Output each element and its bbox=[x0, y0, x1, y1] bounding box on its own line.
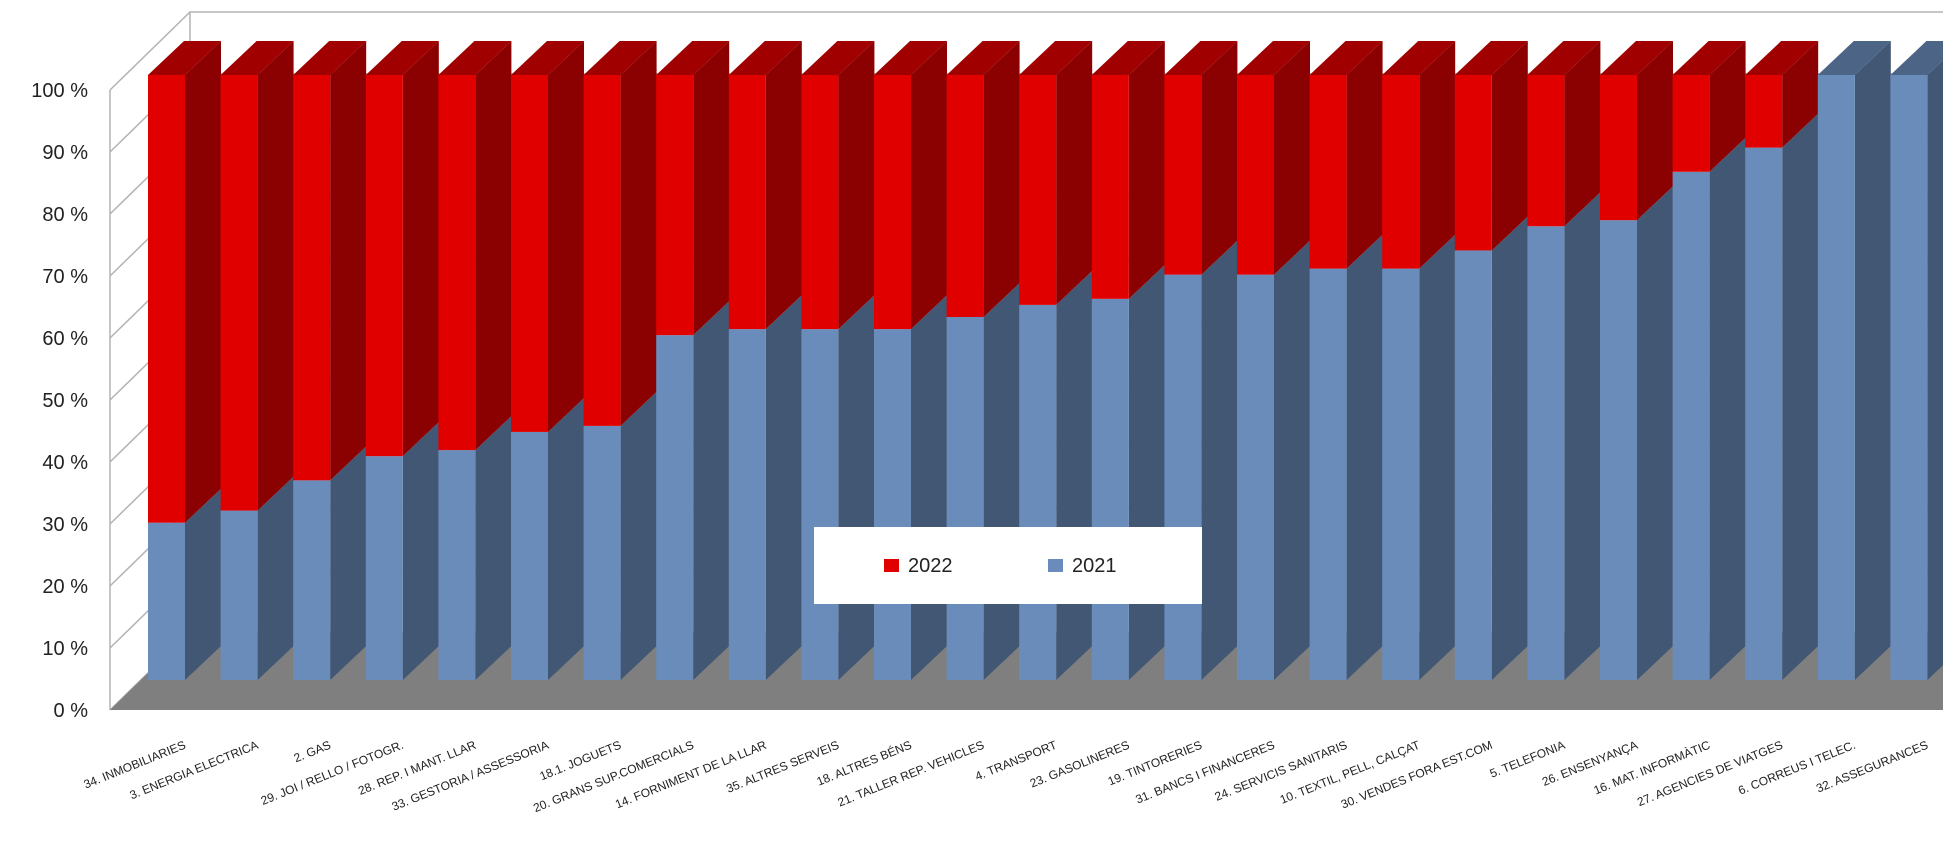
y-tick-label: 60 % bbox=[42, 328, 88, 350]
bar-top bbox=[656, 41, 730, 75]
x-tick-label: 16. MAT. INFORMÀTIC bbox=[1591, 737, 1712, 798]
bar-top bbox=[1019, 41, 1093, 75]
bar-2022 bbox=[1454, 41, 1528, 251]
legend-label-2021: 2021 bbox=[1072, 555, 1117, 577]
bar-2021 bbox=[1091, 264, 1165, 680]
y-tick-label: 30 % bbox=[42, 514, 88, 536]
bar-2021 bbox=[1817, 41, 1891, 680]
y-tick-label: 80 % bbox=[42, 204, 88, 226]
bar-top bbox=[1091, 41, 1165, 75]
bar-top bbox=[583, 41, 657, 75]
bar-top bbox=[1817, 41, 1891, 75]
y-tick-label: 70 % bbox=[42, 266, 88, 288]
bar-2021 bbox=[874, 295, 947, 680]
bar-top bbox=[293, 41, 367, 75]
bar-top bbox=[1890, 41, 1943, 75]
bar-top bbox=[1745, 41, 1819, 75]
bar-2021 bbox=[728, 295, 802, 680]
bar-2021 bbox=[801, 295, 875, 680]
legend: 2022 2021 bbox=[814, 527, 1202, 604]
bar-top bbox=[728, 41, 802, 75]
bar-2022 bbox=[1019, 41, 1093, 305]
legend-box bbox=[814, 527, 1202, 604]
y-axis-ticks: 0 % 10 % 20 % 30 % 40 % 50 % 60 % 70 % 80 % 90 % 1… bbox=[31, 80, 88, 722]
bar-2022 bbox=[1382, 41, 1456, 269]
legend-swatch-2021 bbox=[1048, 559, 1063, 572]
bar-top bbox=[511, 41, 584, 75]
bar-top bbox=[946, 41, 1020, 75]
bar-2021 bbox=[1309, 234, 1383, 680]
bar-2022 bbox=[365, 41, 439, 457]
bar-2022 bbox=[1237, 41, 1310, 275]
bar-2021 bbox=[583, 391, 657, 680]
bar-2021 bbox=[1019, 270, 1093, 680]
bar-top bbox=[220, 41, 294, 75]
bar-top bbox=[1454, 41, 1528, 75]
bar-top bbox=[874, 41, 947, 75]
bar-2021 bbox=[1890, 60, 1943, 680]
x-tick-label: 6. CORREUS I TELEC. bbox=[1736, 738, 1857, 798]
x-tick-label: 3. ENERGIA ELECTRICA bbox=[128, 738, 261, 802]
bar-top bbox=[1600, 41, 1673, 75]
bar-top bbox=[438, 41, 512, 75]
x-tick-label: 31. BANCS I FINANCERES bbox=[1133, 738, 1276, 807]
bar-top bbox=[148, 41, 221, 75]
legend-label-2022: 2022 bbox=[908, 555, 953, 577]
bar-top bbox=[1164, 41, 1238, 75]
bar-2022 bbox=[148, 41, 221, 523]
bar-2021 bbox=[656, 301, 730, 680]
bar-2021 bbox=[148, 488, 221, 680]
bar-2022 bbox=[1600, 41, 1673, 221]
x-tick-label: 2. GAS bbox=[292, 738, 333, 765]
bar-2022 bbox=[946, 41, 1020, 317]
bar-2021 bbox=[365, 422, 439, 680]
y-tick-label: 10 % bbox=[42, 638, 88, 660]
bar-2022 bbox=[1745, 41, 1819, 148]
bar-top bbox=[1309, 41, 1383, 75]
bar-2022 bbox=[728, 41, 802, 330]
bar-2022 bbox=[1527, 41, 1601, 227]
bar-2021 bbox=[1745, 113, 1819, 681]
bar-2021 bbox=[1600, 186, 1673, 680]
bar-2022 bbox=[438, 41, 512, 451]
bar-2022 bbox=[1091, 41, 1165, 299]
bar-2021 bbox=[1527, 192, 1601, 680]
bar-2021 bbox=[220, 476, 294, 680]
bar-top bbox=[1672, 41, 1746, 75]
bar-2022 bbox=[1309, 41, 1383, 269]
bar-2022 bbox=[511, 41, 584, 432]
bar-2021 bbox=[438, 416, 512, 680]
bar-2022 bbox=[293, 41, 367, 481]
y-tick-label: 50 % bbox=[42, 390, 88, 412]
bar-top bbox=[1237, 41, 1310, 75]
bar-2021 bbox=[1164, 240, 1238, 680]
legend-swatch-2022 bbox=[884, 559, 899, 572]
bar-2021 bbox=[1382, 234, 1456, 680]
y-tick-label: 40 % bbox=[42, 452, 88, 474]
bar-2021 bbox=[293, 446, 367, 680]
bar-2022 bbox=[874, 41, 947, 330]
y-tick-label: 100 % bbox=[31, 80, 88, 102]
bar-top bbox=[801, 41, 875, 75]
bar-2021 bbox=[946, 283, 1020, 680]
bar-2022 bbox=[1672, 41, 1746, 172]
bar-2022 bbox=[656, 41, 730, 336]
bar-top bbox=[1382, 41, 1456, 75]
bar-2021 bbox=[511, 397, 584, 680]
bar-2022 bbox=[1164, 41, 1238, 275]
bar-top bbox=[1527, 41, 1601, 75]
y-tick-label: 0 % bbox=[54, 700, 89, 722]
bar-2021 bbox=[1454, 216, 1528, 680]
bar-2022 bbox=[801, 41, 875, 330]
bar-2021 bbox=[1237, 240, 1310, 680]
bar-2022 bbox=[220, 41, 294, 511]
bar-top bbox=[365, 41, 439, 75]
y-tick-label: 20 % bbox=[42, 576, 88, 598]
bar-2022 bbox=[583, 41, 657, 426]
y-tick-label: 90 % bbox=[42, 142, 88, 164]
bar-2021 bbox=[1672, 137, 1746, 681]
